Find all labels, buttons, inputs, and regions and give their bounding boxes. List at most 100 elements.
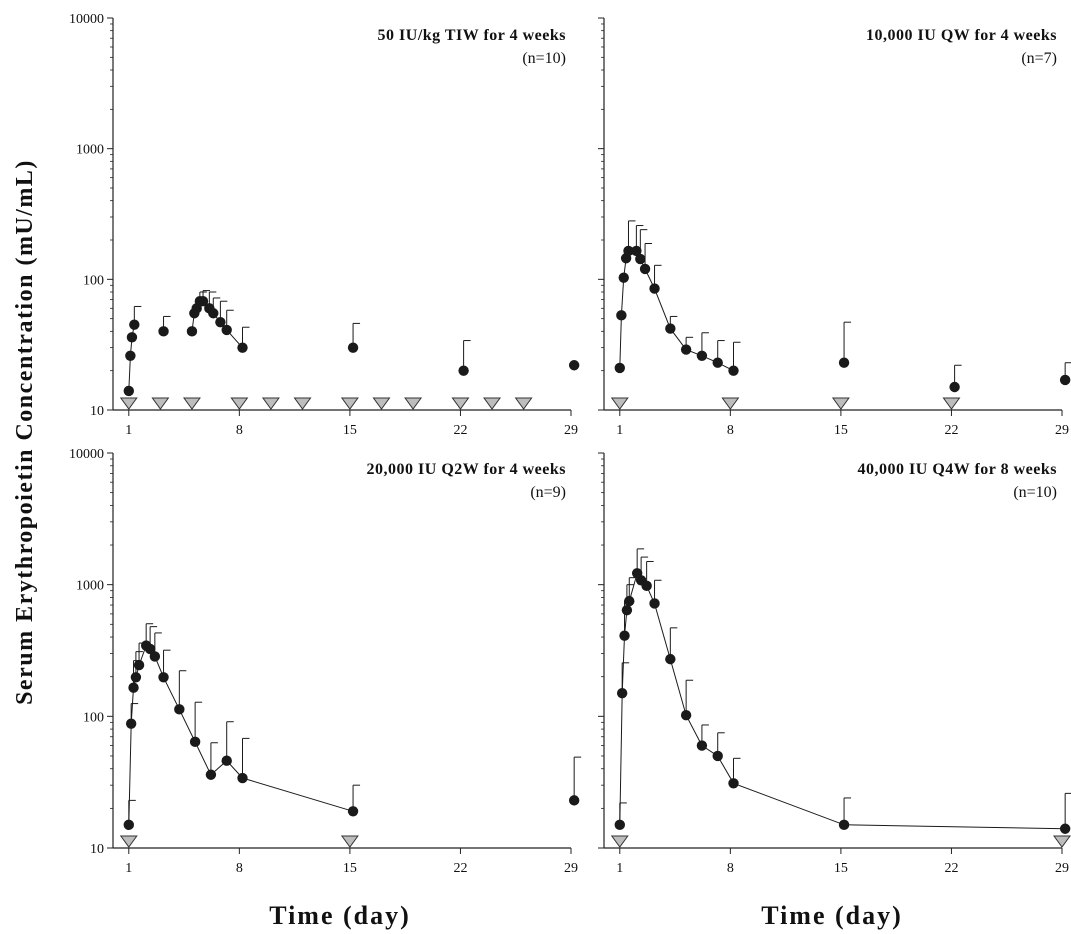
dose-marker <box>483 397 502 410</box>
x-tick-label: 8 <box>727 861 734 876</box>
dose-marker <box>372 397 391 410</box>
data-point <box>649 283 660 294</box>
data-point <box>614 362 625 374</box>
y-tick-label: 10 <box>90 842 104 857</box>
data-point <box>237 772 248 784</box>
data-point <box>665 653 676 665</box>
data-point <box>221 324 232 336</box>
series-line <box>619 250 734 372</box>
data-point <box>680 710 692 721</box>
x-axis-title: Time (day) <box>269 901 411 930</box>
x-tick-label: 22 <box>453 423 467 438</box>
data-point <box>125 350 136 361</box>
data-point <box>458 365 469 376</box>
data-point <box>641 580 652 592</box>
dose-marker <box>293 397 312 410</box>
data-point <box>712 750 723 762</box>
data-point <box>186 326 198 337</box>
data-point <box>728 365 739 376</box>
series-line <box>128 324 135 391</box>
data-point <box>126 332 138 343</box>
dose-marker <box>182 397 201 410</box>
data-point <box>347 342 359 353</box>
data-point <box>616 687 628 699</box>
data-point <box>1059 374 1071 386</box>
data-point <box>665 323 676 334</box>
y-axis-title: Serum Erythropoietin Concentration (mU/m… <box>12 159 38 705</box>
dose-marker <box>610 397 629 410</box>
panel-50iu-kg-tiw: 50 IU/kg TIW for 4 weeks (n=10) 10 100 100… <box>69 12 580 438</box>
data-point <box>189 736 201 748</box>
data-point <box>568 360 580 371</box>
x-tick-label: 29 <box>564 861 578 876</box>
y-tick-label: 100 <box>83 273 104 288</box>
panel-20000iu-q2w: 20,000 IU Q2W for 4 weeks (n=9) 10 100 100… <box>69 447 582 876</box>
dose-marker <box>514 397 533 410</box>
data-point <box>712 357 723 368</box>
panel-title: 10,000 IU QW for 4 weeks <box>866 27 1057 44</box>
data-point <box>197 296 209 307</box>
dose-marker <box>230 397 249 410</box>
data-point <box>624 595 635 607</box>
data-point <box>696 740 708 751</box>
x-tick-label: 22 <box>453 861 467 876</box>
data-point <box>347 806 359 817</box>
x-axis-title: Time (day) <box>761 901 903 930</box>
x-tick-label: 22 <box>944 861 958 876</box>
data-point <box>149 651 161 662</box>
x-tick-label: 29 <box>1055 423 1069 438</box>
x-tick-label: 1 <box>125 861 132 876</box>
data-point <box>133 659 145 671</box>
data-point <box>125 718 137 729</box>
data-point <box>728 778 739 789</box>
data-point <box>696 350 708 361</box>
x-tick-label: 8 <box>727 423 734 438</box>
data-point <box>838 819 850 831</box>
data-point <box>623 245 634 257</box>
data-point <box>635 253 646 265</box>
panel-title: 20,000 IU Q2W for 4 weeks <box>367 461 566 478</box>
panel-n-label: (n=10) <box>522 50 566 67</box>
data-point <box>618 272 629 283</box>
x-tick-label: 15 <box>834 861 848 876</box>
dose-marker <box>831 397 850 410</box>
series-line <box>619 572 1066 830</box>
data-point <box>838 357 850 368</box>
data-point <box>631 245 642 257</box>
x-tick-label: 1 <box>616 423 623 438</box>
data-point <box>639 263 651 275</box>
dose-marker <box>1053 835 1071 848</box>
data-point <box>158 326 169 337</box>
x-tick-label: 1 <box>125 423 132 438</box>
data-point <box>221 755 232 766</box>
y-tick-label: 1000 <box>76 143 104 158</box>
dose-marker <box>721 397 740 410</box>
data-point <box>174 704 185 715</box>
dose-marker <box>610 835 629 848</box>
data-point <box>158 672 169 683</box>
panel-10000iu-qw: 10,000 IU QW for 4 weeks (n=7) 1 8 15 22 29 <box>598 17 1071 438</box>
data-point <box>616 310 627 321</box>
panel-title: 50 IU/kg TIW for 4 weeks <box>378 27 566 44</box>
data-point <box>614 819 625 831</box>
x-tick-label: 1 <box>616 861 623 876</box>
data-point <box>237 342 248 353</box>
y-tick-label: 100 <box>83 710 104 725</box>
x-tick-label: 8 <box>236 423 243 438</box>
x-tick-label: 29 <box>564 423 578 438</box>
panel-n-label: (n=9) <box>530 484 566 501</box>
dose-marker <box>261 397 280 410</box>
panel-n-label: (n=10) <box>1013 484 1057 501</box>
dose-marker <box>340 397 359 410</box>
data-point <box>949 381 960 393</box>
data-point <box>123 819 134 831</box>
data-point <box>123 385 134 397</box>
dose-marker <box>340 835 359 848</box>
dose-marker <box>151 397 170 410</box>
data-point <box>621 604 633 616</box>
y-tick-label: 10 <box>90 404 104 419</box>
data-point <box>568 795 580 806</box>
data-point <box>205 769 217 780</box>
panel-title: 40,000 IU Q4W for 8 weeks <box>858 461 1057 478</box>
x-tick-label: 15 <box>343 861 357 876</box>
